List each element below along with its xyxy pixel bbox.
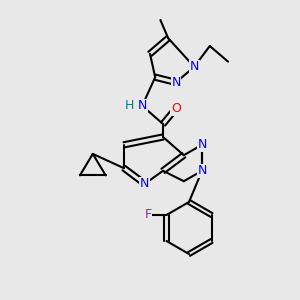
Text: N: N [197,164,207,177]
Text: N: N [190,60,199,73]
Text: F: F [145,208,152,221]
Text: H: H [124,99,134,112]
Text: N: N [171,76,181,89]
Text: N: N [140,177,149,190]
Text: O: O [171,102,181,115]
Text: N: N [137,99,147,112]
Text: N: N [197,138,207,151]
